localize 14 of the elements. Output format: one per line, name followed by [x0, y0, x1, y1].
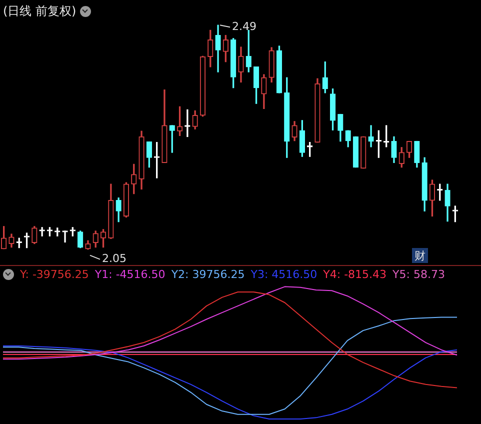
- text: Y5: 58.73: [392, 268, 445, 280]
- text: 2.05: [102, 252, 126, 266]
- candlestick: [184, 109, 190, 138]
- text: Y3: 4516.50: [250, 268, 318, 280]
- candlestick: [39, 227, 45, 236]
- text: Y: -39756.25: [20, 268, 89, 280]
- chart-title: (日线 前复权): [3, 3, 76, 20]
- annotation: 财: [414, 249, 426, 262]
- candlestick: [368, 125, 374, 148]
- annotation: 2.49: [232, 20, 257, 33]
- candlestick: [62, 230, 68, 243]
- text: Y1: -4516.50: [94, 268, 166, 280]
- text: Y4: -815.43: [323, 268, 387, 280]
- text: Y2: 39756.25: [171, 268, 245, 280]
